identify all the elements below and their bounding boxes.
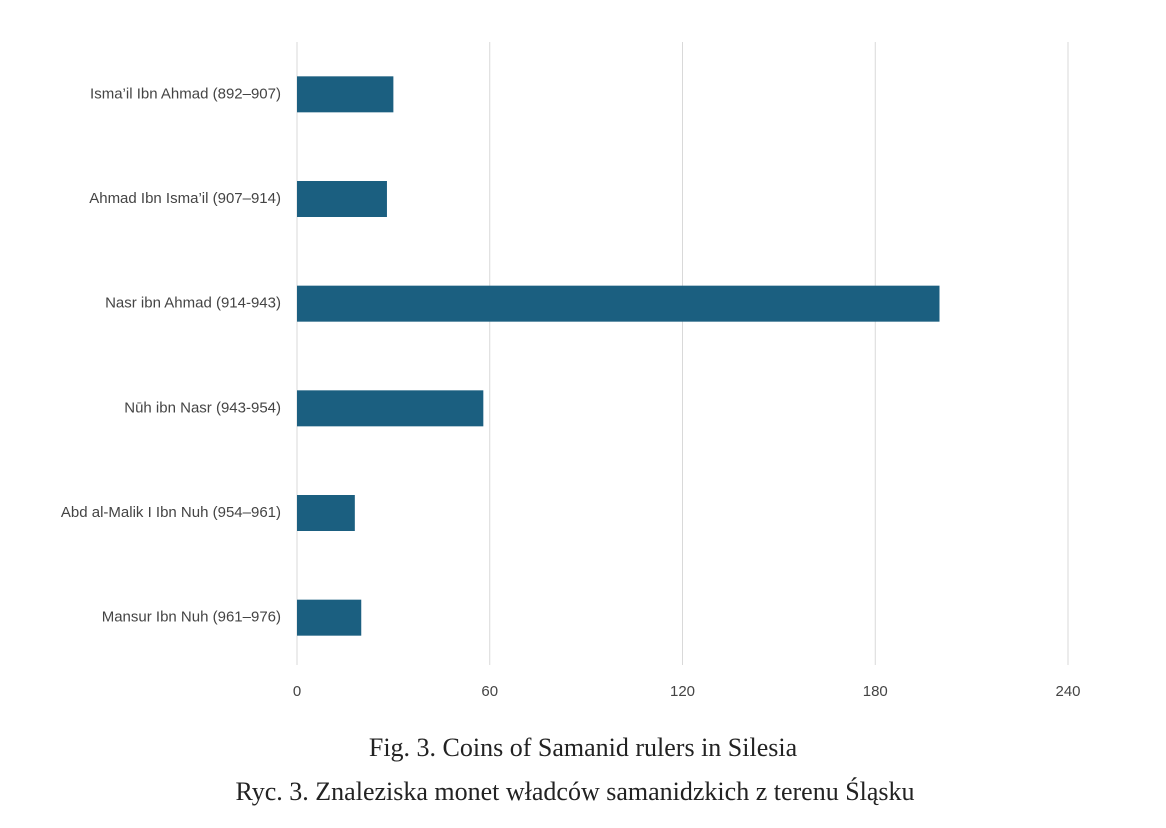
y-tick-label: Ahmad Ibn Isma’il (907–914) [89,190,281,207]
x-tick-label: 60 [481,683,498,700]
y-tick-label: Isma’il Ibn Ahmad (892–907) [90,85,281,102]
bar [297,285,940,322]
x-tick-label: 0 [293,683,301,700]
bar [297,181,387,217]
x-tick-label: 240 [1055,683,1080,700]
y-tick-label: Mansur Ibn Nuh (961–976) [102,609,281,626]
x-tick-label: 180 [863,683,888,700]
chart-subtitle: Ryc. 3. Znaleziska monet władców samanid… [235,777,914,806]
x-tick-label: 120 [670,683,695,700]
bar [297,390,484,427]
y-tick-label: Nūh ibn Nasr (943-954) [124,399,281,416]
y-tick-label: Nasr ibn Ahmad (914-943) [105,295,281,312]
bar [297,599,362,636]
y-tick-label: Abd al-Malik I Ibn Nuh (954–961) [61,504,281,521]
bar [297,495,355,531]
bar [297,76,394,113]
chart-title: Fig. 3. Coins of Samanid rulers in Siles… [369,733,798,762]
